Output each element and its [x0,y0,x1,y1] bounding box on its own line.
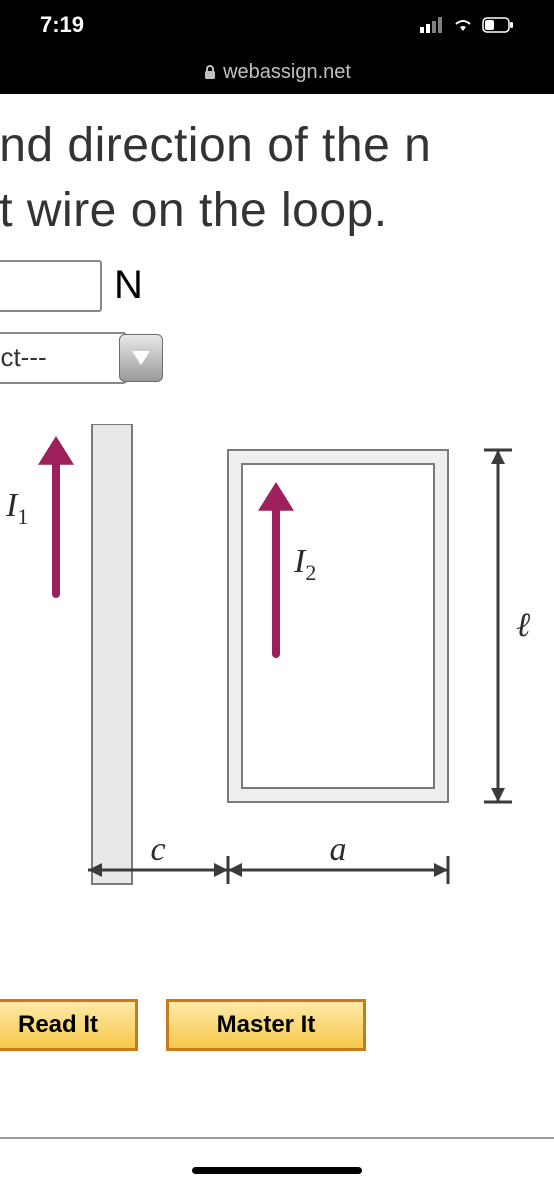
direction-select-wrap: ect--- [0,332,127,384]
direction-select-button[interactable] [119,334,163,382]
status-time: 7:19 [40,12,84,38]
question-text: and direction of the n ht wire on the lo… [0,94,554,254]
question-line-2: ht wire on the loop. [0,184,388,237]
lock-icon [203,64,217,80]
direction-select[interactable]: ect--- [0,332,127,384]
unit-label: N [114,263,143,308]
browser-url-bar[interactable]: webassign.net [0,50,554,94]
signal-icon [420,17,444,33]
magnitude-input[interactable] [0,260,102,312]
svg-text:a: a [330,831,347,868]
battery-icon [482,17,514,33]
chevron-down-icon [132,351,150,365]
status-right [420,17,514,33]
diagram-svg: caℓI1I2 [0,424,540,984]
wifi-icon [452,17,474,33]
section-divider [0,1137,554,1139]
url-text: webassign.net [223,61,351,84]
svg-text:ℓ: ℓ [516,607,530,644]
status-bar: 7:19 [0,0,554,50]
svg-text:I1: I1 [5,487,28,529]
svg-text:c: c [150,831,165,868]
question-line-1: and direction of the n [0,119,431,172]
hint-buttons: Read It Master It [0,989,554,1081]
master-it-button[interactable]: Master It [166,999,366,1051]
direction-select-label: ect--- [0,342,47,373]
home-indicator [192,1167,362,1174]
physics-diagram: caℓI1I2 [0,384,554,989]
page-content: and direction of the n ht wire on the lo… [0,94,554,1174]
answer-row: N [0,254,554,332]
read-it-button[interactable]: Read It [0,999,138,1051]
